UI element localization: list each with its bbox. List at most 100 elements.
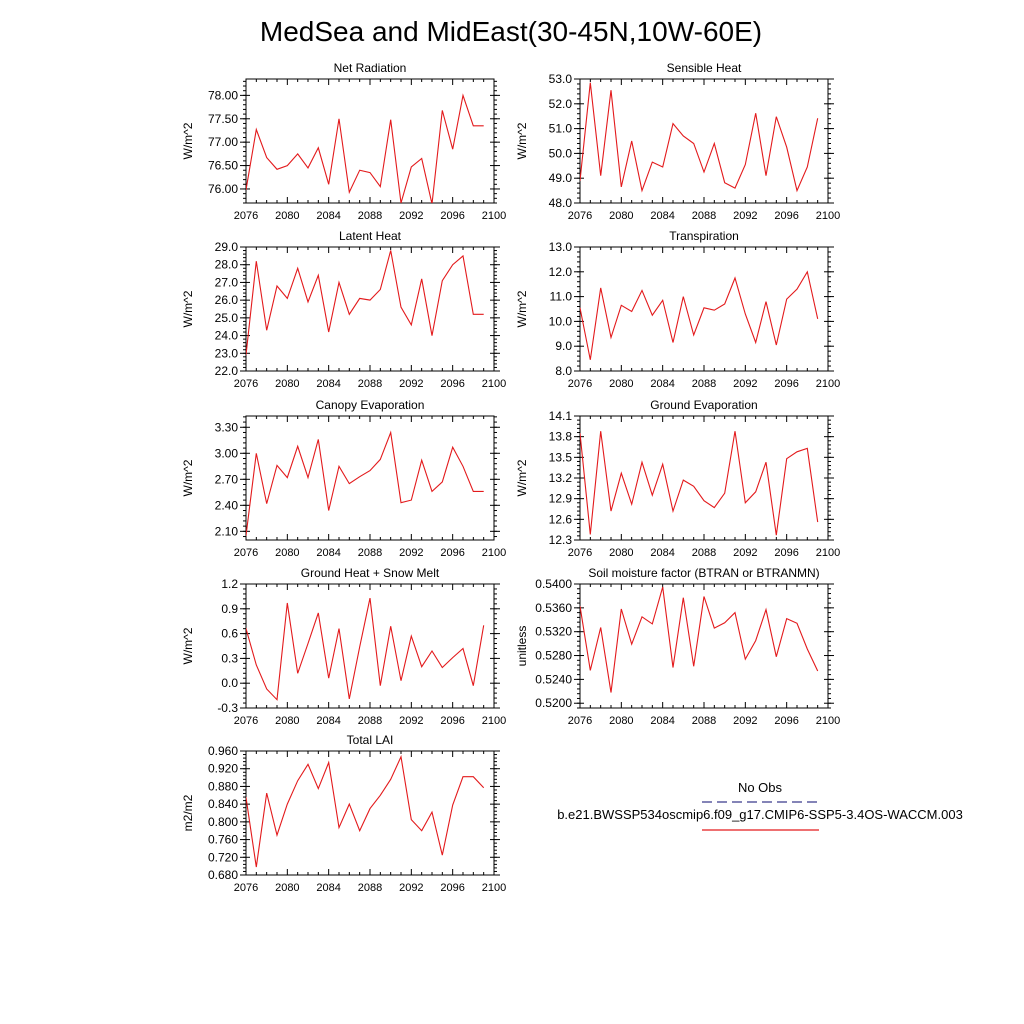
y-tick-label: 11.0 [550, 290, 573, 304]
x-tick-label: 2080 [275, 378, 299, 390]
chart-panel: 2076 2080 2084 2088 2092 2096 2100 48.0 49.0 50.0… [515, 61, 840, 222]
y-tick-label: 77.50 [208, 112, 238, 126]
y-tick-label: 13.0 [549, 240, 573, 254]
y-tick-label: 52.0 [549, 97, 573, 111]
x-tick-label: 2100 [816, 210, 840, 222]
y-tick-label: 1.2 [221, 577, 238, 591]
panel-title: Soil moisture factor (BTRAN or BTRANMN) [588, 566, 819, 580]
chart-panel: 2076 2080 2084 2088 2092 2096 2100 -0.3 0.0 0.3 0.… [181, 566, 506, 727]
x-tick-label: 2076 [234, 547, 258, 559]
x-tick-label: 2076 [234, 715, 258, 727]
series-line [580, 270, 819, 360]
chart-panel: 2076 2080 2084 2088 2092 2096 2100 76.00 76.50 77… [181, 61, 506, 222]
y-tick-label: 0.800 [208, 815, 238, 829]
chart-panel: 2076 2080 2084 2088 2092 2096 2100 22.0 23.0 24.0… [181, 229, 506, 390]
y-tick-label: 8.0 [555, 364, 572, 378]
panel-title: Sensible Heat [667, 61, 742, 75]
y-tick-label: 10.0 [549, 314, 573, 328]
x-tick-label: 2096 [774, 547, 798, 559]
plot-frame [245, 246, 495, 372]
x-tick-label: 2088 [692, 378, 716, 390]
chart-panel: 2076 2080 2084 2088 2092 2096 2100 2.10 2.40 2.70… [181, 398, 506, 559]
y-tick-label: 12.3 [549, 533, 573, 547]
x-tick-label: 2084 [650, 378, 674, 390]
x-tick-label: 2100 [816, 547, 840, 559]
legend-model-label: b.e21.BWSSP534oscmip6.f09_g17.CMIP6-SSP5… [557, 807, 963, 822]
x-tick-label: 2092 [733, 210, 757, 222]
x-tick-label: 2088 [358, 547, 382, 559]
panels: 2076 2080 2084 2088 2092 2096 2100 76.00 76.50 77… [181, 61, 840, 894]
y-tick-label: 0.960 [208, 744, 238, 758]
plot-frame [579, 78, 829, 204]
y-tick-label: 76.50 [208, 159, 238, 173]
y-axis-label: W/m^2 [181, 459, 195, 496]
y-tick-label: 76.00 [208, 182, 238, 196]
x-tick-label: 2092 [399, 547, 423, 559]
y-tick-label: 13.2 [549, 471, 573, 485]
x-tick-label: 2092 [399, 715, 423, 727]
series-line [246, 597, 485, 701]
x-tick-label: 2100 [482, 715, 506, 727]
plot-frame [579, 415, 829, 541]
panel-title: Ground Evaporation [650, 398, 757, 412]
y-axis-label: m2/m2 [181, 794, 195, 831]
legend-obs-label: No Obs [738, 780, 783, 795]
y-tick-label: 27.0 [215, 275, 239, 289]
chart-panel: 2076 2080 2084 2088 2092 2096 2100 8.0 9.0 10.0 11… [515, 229, 840, 390]
panel-title: Total LAI [347, 733, 394, 747]
y-tick-label: 0.880 [208, 779, 238, 793]
x-tick-label: 2080 [275, 210, 299, 222]
panel-title: Transpiration [669, 229, 739, 243]
y-tick-label: 2.40 [215, 498, 239, 512]
x-tick-label: 2092 [399, 378, 423, 390]
y-tick-label: 12.6 [549, 512, 573, 526]
y-tick-label: -0.3 [217, 701, 238, 715]
x-tick-label: 2080 [275, 882, 299, 894]
x-tick-label: 2096 [774, 715, 798, 727]
x-tick-label: 2088 [692, 715, 716, 727]
y-axis-label: W/m^2 [515, 459, 529, 496]
y-tick-label: 77.00 [208, 135, 238, 149]
x-tick-label: 2080 [609, 378, 633, 390]
y-axis-label: W/m^2 [181, 290, 195, 327]
y-tick-label: 0.5360 [535, 601, 572, 615]
y-tick-label: 0.5240 [535, 672, 572, 686]
y-tick-label: 0.920 [208, 762, 238, 776]
x-tick-label: 2096 [440, 882, 464, 894]
x-tick-label: 2092 [733, 715, 757, 727]
chart-panel: 2076 2080 2084 2088 2092 2096 2100 0.5200 0.5240… [515, 566, 840, 727]
x-tick-label: 2076 [234, 882, 258, 894]
y-tick-label: 0.6 [221, 627, 238, 641]
x-tick-label: 2084 [316, 378, 340, 390]
x-tick-label: 2080 [609, 547, 633, 559]
y-tick-label: 0.0 [221, 676, 238, 690]
y-tick-label: 14.1 [549, 409, 573, 423]
y-tick-label: 48.0 [549, 196, 573, 210]
x-tick-label: 2084 [316, 210, 340, 222]
x-tick-label: 2096 [440, 378, 464, 390]
y-tick-label: 25.0 [215, 311, 239, 325]
series-line [246, 250, 484, 356]
legend: No Obs b.e21.BWSSP534oscmip6.f09_g17.CMI… [557, 780, 963, 831]
y-tick-label: 51.0 [549, 122, 573, 136]
y-tick-label: 0.5200 [535, 696, 572, 710]
x-tick-label: 2084 [316, 715, 340, 727]
x-tick-label: 2084 [316, 882, 340, 894]
panel-title: Ground Heat + Snow Melt [301, 566, 440, 580]
x-tick-label: 2100 [816, 378, 840, 390]
plot-frame [245, 750, 495, 876]
y-tick-label: 0.3 [221, 651, 238, 665]
y-tick-label: 0.5280 [535, 649, 572, 663]
panel-title: Latent Heat [339, 229, 402, 243]
y-tick-label: 0.9 [221, 602, 238, 616]
figure-title: MedSea and MidEast(30-45N,10W-60E) [260, 16, 762, 47]
x-tick-label: 2092 [733, 378, 757, 390]
x-tick-label: 2088 [358, 715, 382, 727]
x-tick-label: 2088 [358, 882, 382, 894]
chart-panel: 2076 2080 2084 2088 2092 2096 2100 12.3 12.6 12.9… [515, 398, 840, 559]
x-tick-label: 2084 [650, 715, 674, 727]
x-tick-label: 2084 [316, 547, 340, 559]
y-tick-label: 0.720 [208, 850, 238, 864]
x-tick-label: 2076 [568, 210, 592, 222]
y-tick-label: 0.840 [208, 797, 238, 811]
